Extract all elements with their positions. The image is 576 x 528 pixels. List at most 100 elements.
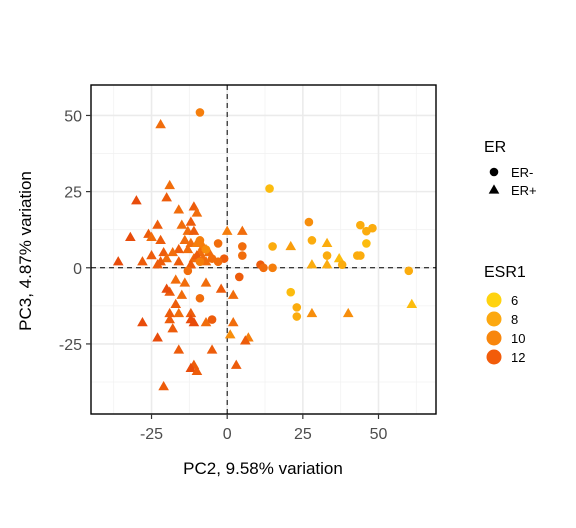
shape-legend-title: ER (484, 139, 506, 156)
data-point-er-positive (185, 259, 197, 269)
data-point-er-positive (191, 207, 203, 217)
data-point-er-positive (164, 307, 176, 318)
x-tick-label: -25 (140, 426, 163, 443)
data-point-er-positive (137, 256, 148, 266)
data-point-er-positive (285, 240, 297, 251)
data-point-er-positive (155, 234, 166, 245)
legend-key-circle (489, 167, 499, 177)
data-point-er-positive (146, 231, 157, 241)
data-point-er-positive (161, 192, 172, 202)
data-point-er-positive (227, 317, 239, 327)
data-point-er-positive (224, 329, 236, 339)
data-point-er-positive (230, 359, 242, 369)
y-axis-ticks: -25 0 25 50 (59, 108, 91, 354)
data-point-er-positive (306, 259, 318, 269)
data-point-er-positive (176, 289, 188, 299)
data-point-er-positive (185, 307, 197, 318)
data-point-er-positive (179, 277, 191, 287)
data-point-er-positive (164, 313, 176, 324)
data-point-er-positive (188, 317, 200, 327)
data-point-er-positive (152, 259, 163, 269)
data-point-er-positive (152, 219, 163, 229)
data-point-er-negative (195, 108, 205, 117)
data-point-er-positive (173, 243, 185, 254)
data-point-er-positive (167, 246, 179, 257)
data-point-er-negative (292, 303, 302, 312)
reference-lines (91, 85, 436, 414)
data-point-er-positive (182, 243, 194, 254)
data-point-er-negative (304, 217, 314, 227)
minor-gridlines (91, 85, 436, 414)
data-point-er-positive (176, 219, 188, 229)
color-legend-key (486, 292, 502, 308)
data-point-er-positive (333, 253, 345, 263)
data-point-er-negative (368, 223, 377, 233)
data-point-er-positive (167, 323, 179, 333)
x-axis-ticks: -25 0 25 50 (140, 414, 388, 443)
data-point-er-negative (183, 266, 193, 276)
data-point-er-positive (158, 380, 169, 391)
shape-legend-label: ER+ (511, 183, 537, 198)
data-point-er-positive (240, 335, 251, 345)
data-point-er-positive (191, 249, 203, 260)
color-legend: ESR1 6 8 10 12 (484, 264, 526, 365)
data-point-er-positive (200, 317, 212, 327)
x-tick-label: 0 (223, 426, 232, 443)
data-point-er-positive (161, 283, 172, 293)
data-point-er-positive (215, 283, 227, 293)
x-tick-label: 50 (370, 426, 388, 443)
y-tick-label: 50 (64, 108, 82, 125)
data-point-er-positive (112, 256, 124, 266)
data-point-er-positive (342, 307, 354, 318)
data-point-er-negative (207, 315, 217, 324)
data-point-er-positive (173, 256, 185, 266)
color-legend-key (486, 349, 502, 365)
major-gridlines (91, 85, 436, 414)
data-point-er-negative (356, 251, 365, 260)
data-point-er-positive (137, 317, 148, 327)
data-point-er-negative (292, 312, 302, 321)
x-axis-title: PC2, 9.58% variation (183, 459, 343, 478)
data-point-er-negative (362, 239, 371, 248)
data-point-er-negative (404, 266, 414, 276)
data-point-er-positive (321, 237, 333, 248)
data-point-er-negative (259, 263, 268, 273)
color-legend-title: ESR1 (484, 264, 526, 281)
y-tick-label: 25 (64, 185, 82, 202)
data-point-er-positive (188, 225, 200, 235)
data-point-er-positive (173, 344, 185, 354)
data-point-er-positive (306, 307, 318, 318)
y-tick-label: 0 (73, 261, 82, 278)
data-point-er-negative (195, 257, 205, 266)
data-point-er-positive (164, 179, 176, 190)
y-axis-title: PC3, 4.87% variation (16, 171, 35, 331)
plot-panel-border (90, 84, 437, 415)
legend-key-triangle (488, 184, 500, 194)
data-point-er-positive (191, 365, 203, 375)
color-legend-key (486, 311, 502, 327)
data-point-er-negative (213, 239, 223, 248)
data-point-er-positive (227, 289, 239, 299)
data-point-er-positive (221, 225, 233, 235)
data-point-er-negative (265, 184, 274, 193)
color-legend-label: 12 (511, 350, 525, 365)
data-point-er-positive (185, 216, 197, 226)
data-point-er-positive (406, 298, 418, 308)
data-point-er-negative (238, 251, 247, 260)
x-tick-label: 25 (294, 426, 312, 443)
shape-legend: ER ER- ER+ (484, 139, 537, 198)
data-point-er-negative (286, 287, 296, 297)
data-point-er-positive (173, 307, 185, 318)
y-tick-label: -25 (59, 337, 82, 354)
data-point-er-positive (236, 225, 248, 235)
data-point-er-negative (268, 242, 277, 251)
data-points (112, 108, 418, 391)
data-point-er-negative (268, 263, 277, 273)
data-point-er-positive (185, 362, 197, 372)
data-point-er-negative (195, 293, 205, 303)
data-point-er-positive (170, 274, 182, 284)
data-point-er-positive (170, 298, 182, 308)
data-point-er-positive (155, 119, 166, 129)
data-point-er-negative (201, 245, 211, 254)
